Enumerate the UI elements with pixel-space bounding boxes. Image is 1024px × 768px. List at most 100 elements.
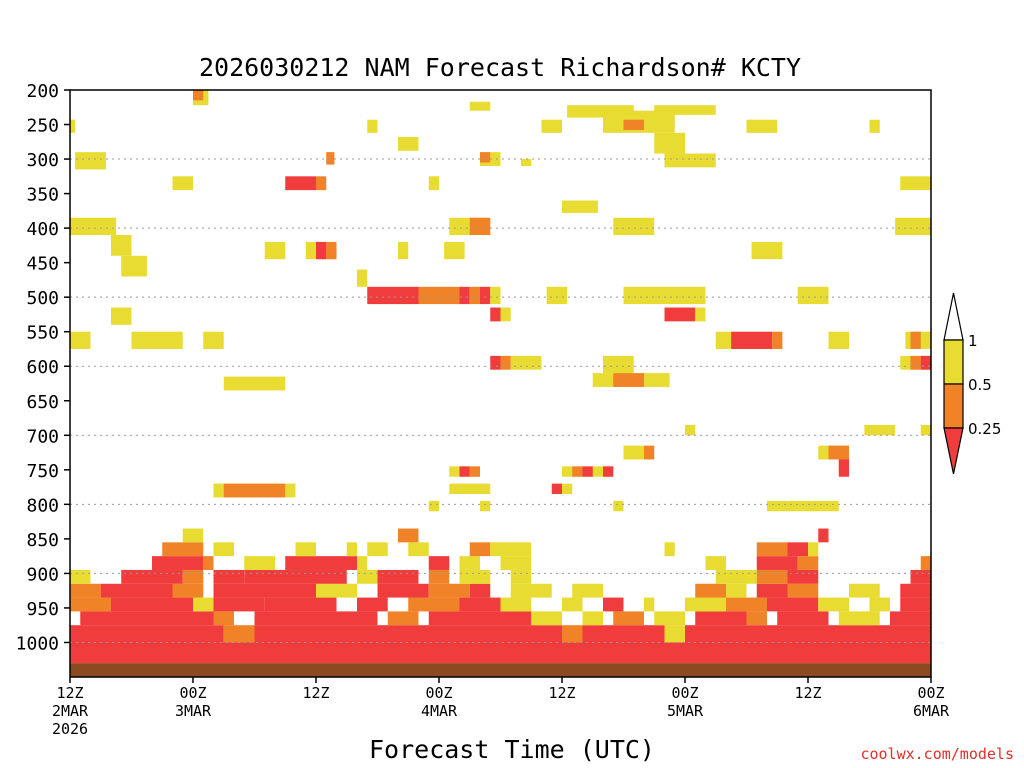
heatmap-cell [746, 611, 767, 626]
heatmap-cell [582, 611, 603, 626]
heatmap-cell [162, 542, 204, 557]
heatmap-cell [838, 611, 880, 626]
heatmap-cell [864, 424, 896, 436]
heatmap-cell [418, 286, 460, 305]
heatmap-cell [521, 159, 532, 166]
heatmap-cell [603, 466, 614, 477]
legend-swatch-0.25-0.5 [943, 383, 964, 429]
heatmap-cell [357, 556, 368, 570]
heatmap-cell [469, 583, 491, 598]
heatmap-cell [172, 583, 204, 598]
heatmap-cell [408, 542, 429, 557]
heatmap-cell [818, 528, 829, 543]
heatmap-cell [480, 286, 491, 305]
heatmap-cell [428, 176, 439, 191]
x-tick-label: 2026 [52, 720, 88, 738]
heatmap-cell [182, 528, 204, 543]
heatmap-cell [244, 556, 275, 570]
heatmap-cell [654, 611, 685, 626]
heatmap-cell [459, 286, 470, 305]
heatmap-cell [838, 459, 849, 477]
plot-border [69, 89, 932, 678]
heatmap-cell [572, 466, 583, 477]
heatmap-cell [459, 569, 491, 584]
heatmap-cell [367, 286, 419, 305]
heatmap-cell [285, 556, 357, 570]
heatmap-cell [664, 307, 696, 322]
heatmap-cell [654, 105, 716, 115]
heatmap-cell [75, 152, 106, 170]
heatmap-cell [715, 331, 732, 349]
legend-level-label: 1 [968, 332, 978, 350]
heatmap-cell [459, 597, 501, 612]
heatmap-cell [193, 597, 214, 612]
heatmap-cell [223, 376, 286, 391]
heatmap-cell [890, 611, 931, 626]
heatmap-cell [818, 597, 849, 612]
heatmap-cell [121, 569, 183, 584]
heatmap-cell [70, 331, 91, 349]
y-tick-label: 200 [26, 81, 59, 102]
heatmap-cell [546, 286, 568, 305]
heatmap-cell [326, 241, 337, 260]
heatmap-cell [111, 307, 132, 325]
x-tick-label: 6MAR [913, 702, 950, 720]
heatmap-cell [490, 286, 501, 305]
heatmap-cell [357, 597, 388, 612]
heatmap-cell [562, 483, 573, 494]
heatmap-cell [510, 355, 542, 370]
y-tick-label: 300 [26, 150, 59, 171]
y-tick-label: 450 [26, 254, 59, 275]
y-axis: 200 250 300 350 400 450 500 550 600 650 700 750 800 8… [16, 81, 70, 654]
heatmap-cell [357, 569, 378, 584]
heatmap-cell [510, 569, 532, 584]
heatmap-cell [70, 583, 101, 598]
heatmap-cell [623, 286, 706, 305]
heatmap-cell [254, 625, 562, 643]
heatmap-cell [562, 625, 583, 643]
heatmap-cell [623, 445, 644, 460]
heatmap-cell [213, 569, 245, 584]
heatmap-cell [828, 331, 849, 349]
heatmap-cell [654, 132, 685, 154]
heatmap-cell [910, 569, 931, 584]
y-tick-label: 600 [26, 357, 59, 378]
heatmap-cell [756, 556, 798, 570]
x-tick-label: 4MAR [421, 702, 458, 720]
heatmap-cell [910, 331, 921, 349]
heatmap-cell [469, 286, 480, 305]
x-tick-label: 3MAR [175, 702, 212, 720]
plot-frame [69, 89, 932, 678]
x-tick-label: 00Z [671, 684, 698, 702]
heatmap-cell [444, 241, 465, 260]
heatmap-cell [869, 119, 880, 133]
heatmap-cell [398, 528, 419, 543]
heatmap-cell [920, 556, 931, 570]
y-tick-label: 500 [26, 288, 59, 309]
x-tick-label: 12Z [794, 684, 821, 702]
heatmap-cell [551, 483, 562, 494]
heatmap-cell [900, 597, 931, 612]
heatmap-cell [797, 556, 819, 570]
heatmap-cell [326, 152, 335, 165]
chart-title: 2026030212 NAM Forecast Richardson# KCTY [199, 53, 801, 82]
heatmap-cell [459, 556, 480, 570]
heatmap-cell [685, 424, 696, 436]
legend-level-label: 0.25 [968, 420, 1001, 438]
heatmap-cell [377, 583, 429, 598]
heatmap-cell [767, 500, 839, 512]
legend-swatch-above-1 [943, 292, 964, 341]
heatmap-cell [726, 597, 767, 612]
heatmap-cell [70, 597, 111, 612]
heatmap-cell [264, 241, 286, 260]
heatmap-cell [223, 483, 286, 498]
heatmap-cell [797, 286, 829, 305]
heatmap-cell [428, 500, 439, 512]
heatmap-cell [70, 119, 76, 133]
heatmap-cell [111, 597, 193, 612]
heatmap-cell [644, 445, 655, 460]
heatmap-cell [920, 424, 931, 436]
heatmap-cell [213, 597, 265, 612]
y-tick-label: 650 [26, 392, 59, 413]
